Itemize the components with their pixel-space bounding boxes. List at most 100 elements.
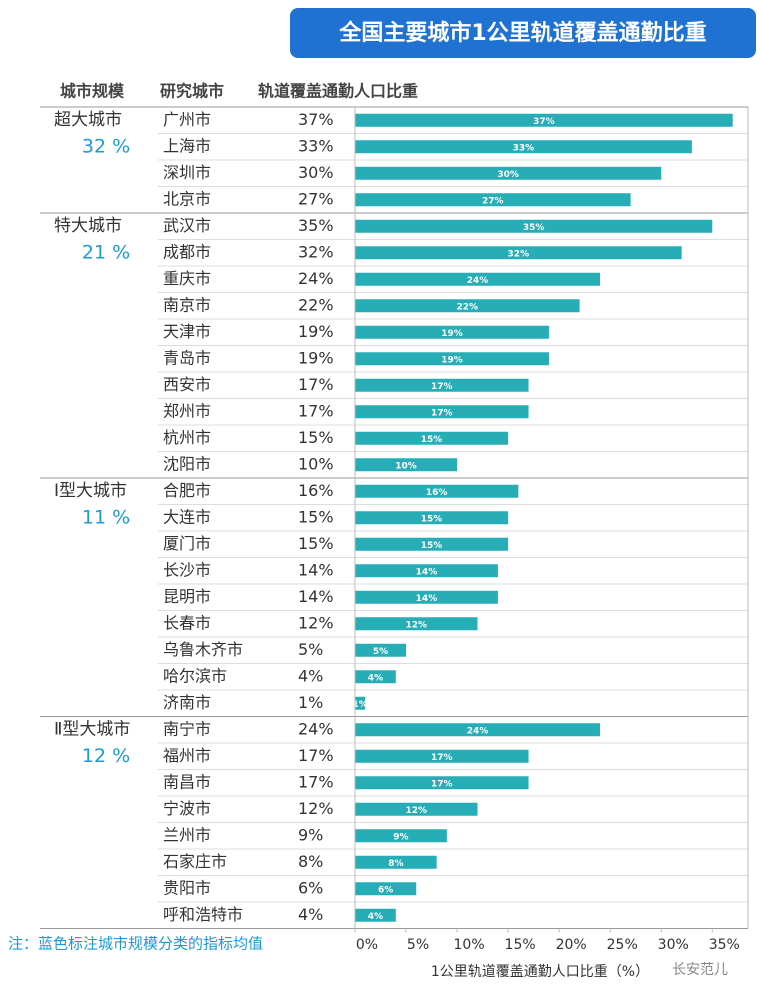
value-text: 17%: [298, 772, 334, 791]
bar: [355, 193, 631, 207]
city-name: 呼和浩特市: [163, 905, 243, 924]
group-average: 11 %: [82, 507, 130, 529]
title-box: [290, 8, 756, 58]
city-name: 合肥市: [163, 481, 211, 500]
value-text: 15%: [298, 534, 334, 553]
x-tick-label: 35%: [709, 937, 740, 953]
value-text: 19%: [298, 322, 334, 341]
city-name: 厦门市: [163, 534, 211, 553]
value-text: 17%: [298, 746, 334, 765]
bar-label: 17%: [431, 779, 453, 789]
bar-label: 15%: [421, 514, 443, 524]
value-text: 17%: [298, 375, 334, 394]
value-text: 24%: [298, 269, 334, 288]
bar: [355, 882, 417, 896]
header: 研究城市: [160, 82, 224, 101]
city-name: 西安市: [163, 375, 211, 394]
city-name: 兰州市: [163, 825, 211, 844]
city-name: 重庆市: [163, 269, 211, 288]
x-tick-label: 15%: [505, 937, 536, 953]
bar: [355, 590, 498, 604]
bar-label: 19%: [441, 329, 463, 339]
bar-label: 5%: [373, 647, 388, 657]
bar-label: 19%: [441, 355, 463, 365]
bar: [355, 484, 519, 498]
bar-label: 4%: [368, 673, 383, 683]
group-average: 12 %: [82, 745, 130, 767]
value-text: 9%: [298, 825, 323, 844]
city-name: 石家庄市: [163, 852, 227, 871]
value-text: 6%: [298, 878, 323, 897]
city-name: 广州市: [163, 110, 211, 129]
x-tick-label: 5%: [407, 937, 429, 953]
bar-label: 10%: [395, 461, 417, 471]
value-text: 10%: [298, 454, 334, 473]
value-text: 17%: [298, 401, 334, 420]
bar: [355, 113, 733, 127]
bar-label: 6%: [378, 885, 393, 895]
group-name: 超大城市: [54, 110, 122, 130]
bar: [355, 617, 478, 631]
value-text: 15%: [298, 507, 334, 526]
value-text: 35%: [298, 216, 334, 235]
value-text: 14%: [298, 560, 334, 579]
bar: [355, 564, 498, 578]
city-name: 沈阳市: [163, 454, 211, 473]
bar: [355, 405, 529, 419]
city-name: 哈尔滨市: [163, 666, 227, 685]
value-text: 22%: [298, 295, 334, 314]
bar: [355, 749, 529, 763]
bar-label: 22%: [457, 302, 479, 312]
bar: [355, 246, 682, 260]
value-text: 1%: [298, 693, 323, 712]
city-name: 杭州市: [163, 428, 211, 447]
x-tick-label: 20%: [556, 937, 587, 953]
city-name: 长春市: [163, 613, 211, 632]
group-name: Ⅰ型大城市: [54, 481, 127, 501]
city-name: 昆明市: [163, 587, 211, 606]
city-name: 深圳市: [163, 163, 211, 182]
city-name: 贵阳市: [163, 878, 211, 897]
bar-label: 17%: [431, 408, 453, 418]
value-text: 33%: [298, 136, 334, 155]
bar: [355, 166, 662, 180]
x-axis-label: 1公里轨道覆盖通勤人口比重（%）: [431, 964, 649, 980]
city-name: 南昌市: [163, 772, 211, 791]
city-name: 南宁市: [163, 719, 211, 738]
city-name: 南京市: [163, 295, 211, 314]
city-name: 武汉市: [163, 216, 211, 235]
city-name: 济南市: [163, 693, 211, 712]
value-text: 32%: [298, 242, 334, 261]
value-text: 12%: [298, 799, 334, 818]
bar: [355, 458, 458, 472]
value-text: 15%: [298, 428, 334, 447]
bar: [355, 908, 396, 922]
bar-label: 35%: [523, 223, 545, 233]
bar: [355, 537, 509, 551]
header: 轨道覆盖通勤人口比重: [258, 82, 418, 101]
bar: [355, 511, 509, 525]
bar-label: 17%: [431, 753, 453, 763]
city-name: 乌鲁木齐市: [163, 640, 243, 659]
group-name: Ⅱ型大城市: [54, 720, 130, 740]
bar: [355, 643, 407, 657]
value-text: 12%: [298, 613, 334, 632]
bar-label: 14%: [416, 567, 438, 577]
city-name: 郑州市: [163, 401, 211, 420]
city-name: 长沙市: [163, 560, 211, 579]
city-name: 天津市: [163, 322, 211, 341]
bar: [355, 670, 396, 684]
bar: [355, 325, 549, 339]
x-tick-label: 30%: [658, 937, 689, 953]
bar-label: 17%: [431, 382, 453, 392]
value-text: 5%: [298, 640, 323, 659]
bar-label: 1%: [352, 700, 367, 710]
bar-label: 4%: [368, 912, 383, 922]
value-text: 19%: [298, 348, 334, 367]
bar: [355, 829, 447, 843]
bar: [355, 776, 529, 790]
bar-label: 16%: [426, 488, 448, 498]
bar: [355, 352, 549, 366]
bar-label: 15%: [421, 541, 443, 551]
